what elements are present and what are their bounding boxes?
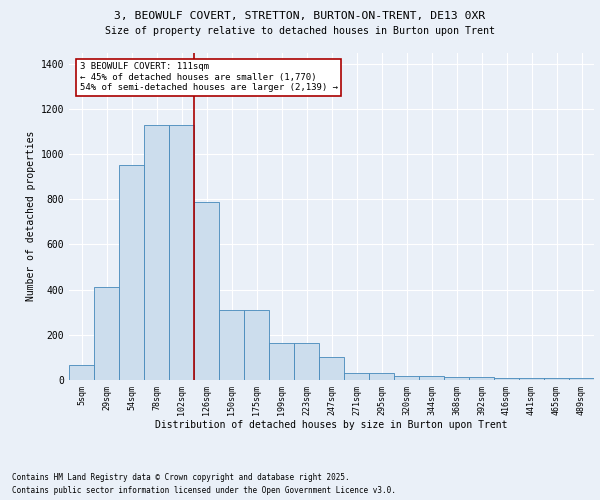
Bar: [494, 378, 519, 380]
Text: Contains public sector information licensed under the Open Government Licence v3: Contains public sector information licen…: [12, 486, 396, 495]
Bar: [319, 358, 344, 380]
Bar: [344, 373, 369, 380]
Bar: [419, 376, 444, 380]
Bar: [169, 125, 194, 380]
Bar: [369, 373, 394, 380]
Bar: [444, 376, 469, 380]
Bar: [519, 378, 544, 380]
Y-axis label: Number of detached properties: Number of detached properties: [26, 131, 37, 302]
Bar: [394, 376, 419, 380]
Text: Size of property relative to detached houses in Burton upon Trent: Size of property relative to detached ho…: [105, 26, 495, 36]
Text: 3, BEOWULF COVERT, STRETTON, BURTON-ON-TRENT, DE13 0XR: 3, BEOWULF COVERT, STRETTON, BURTON-ON-T…: [115, 11, 485, 21]
Bar: [119, 166, 144, 380]
Text: 3 BEOWULF COVERT: 111sqm
← 45% of detached houses are smaller (1,770)
54% of sem: 3 BEOWULF COVERT: 111sqm ← 45% of detach…: [79, 62, 337, 92]
Bar: [569, 378, 594, 380]
Bar: [544, 378, 569, 380]
Bar: [144, 125, 169, 380]
Bar: [269, 342, 294, 380]
Text: Contains HM Land Registry data © Crown copyright and database right 2025.: Contains HM Land Registry data © Crown c…: [12, 472, 350, 482]
Bar: [469, 378, 494, 380]
Bar: [294, 342, 319, 380]
Bar: [219, 310, 244, 380]
Bar: [194, 202, 219, 380]
Bar: [94, 288, 119, 380]
X-axis label: Distribution of detached houses by size in Burton upon Trent: Distribution of detached houses by size …: [155, 420, 508, 430]
Bar: [69, 366, 94, 380]
Bar: [244, 310, 269, 380]
